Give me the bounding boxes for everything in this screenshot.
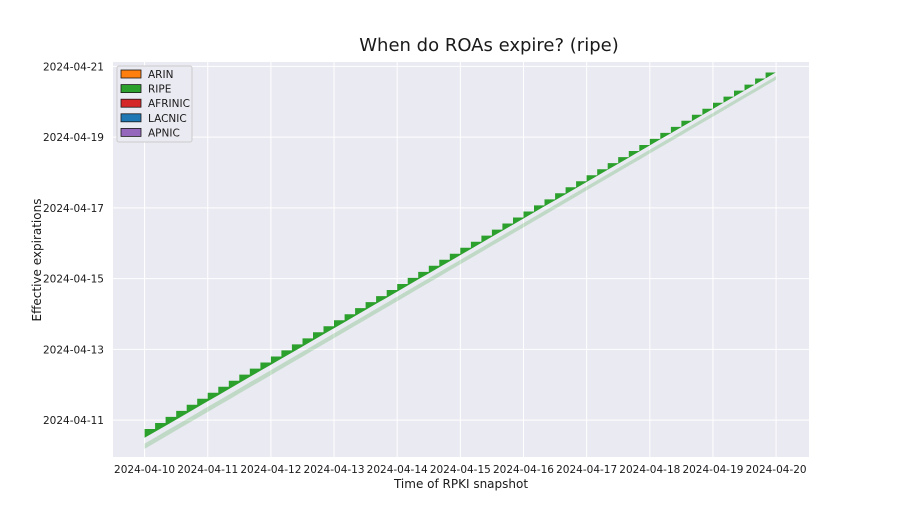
legend-swatch-lacnic: [120, 113, 142, 123]
y-tick-label: 2024-04-19: [43, 132, 104, 144]
x-tick-label: 2024-04-15: [430, 464, 491, 476]
x-tick-label: 2024-04-20: [746, 464, 807, 476]
x-tick-label: 2024-04-17: [556, 464, 617, 476]
chart-title: When do ROAs expire? (ripe): [359, 35, 618, 56]
y-tick-labels: 2024-04-11 2024-04-13 2024-04-15 2024-04-17…: [43, 61, 104, 427]
legend-label-apnic: APNIC: [148, 127, 180, 139]
x-tick-label: 2024-04-11: [177, 464, 238, 476]
x-tick-label: 2024-04-19: [682, 464, 743, 476]
grid: [113, 62, 809, 457]
x-tick-labels: 2024-04-10 2024-04-11 2024-04-12 2024-04-13…: [114, 464, 807, 476]
legend-label-arin: ARIN: [148, 69, 173, 81]
x-tick-label: 2024-04-12: [240, 464, 301, 476]
legend: ARIN RIPE AFRINIC LACNIC APNIC: [116, 65, 193, 143]
plot-area: [113, 62, 809, 457]
legend-label-lacnic: LACNIC: [148, 113, 187, 125]
series-layer: [144, 66, 777, 449]
y-tick-label: 2024-04-21: [43, 61, 104, 73]
y-tick-label: 2024-04-11: [43, 415, 104, 427]
series-ripe-trail: [144, 76, 777, 449]
y-axis-label: Effective expirations: [30, 199, 44, 322]
legend-swatch-ripe: [120, 84, 142, 93]
legend-swatch-afrinic: [120, 98, 142, 108]
y-tick-label: 2024-04-13: [43, 344, 104, 356]
legend-swatch-apnic: [120, 127, 142, 137]
y-tick-label: 2024-04-15: [43, 274, 104, 286]
x-axis-label: Time of RPKI snapshot: [393, 477, 528, 491]
x-tick-label: 2024-04-14: [367, 464, 428, 476]
legend-swatch-arin: [120, 69, 142, 79]
x-tick-label: 2024-04-18: [619, 464, 680, 476]
series-ripe-band: [144, 66, 777, 438]
x-tick-label: 2024-04-10: [114, 464, 175, 476]
y-tick-label: 2024-04-17: [43, 203, 104, 215]
x-tick-label: 2024-04-13: [304, 464, 365, 476]
legend-label-ripe: RIPE: [148, 84, 171, 96]
legend-label-afrinic: AFRINIC: [148, 98, 190, 110]
x-tick-label: 2024-04-16: [493, 464, 554, 476]
